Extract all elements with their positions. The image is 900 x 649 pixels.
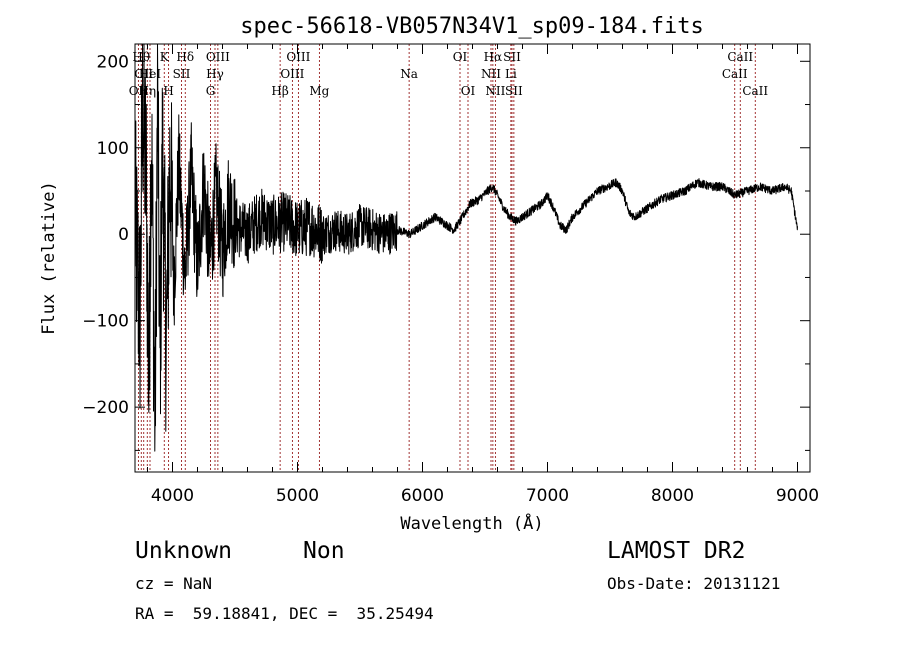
survey-name: LAMOST DR2 (607, 538, 746, 564)
x-axis-ticks: 4000 5000 6000 7000 8000 9000 (147, 44, 819, 506)
coordinates: RA = 59.18841, DEC = 35.25494 (135, 604, 434, 623)
x-tick-label: 8000 (651, 486, 694, 506)
y-axis-ticks: −200 −100 0 100 200 (82, 52, 810, 451)
chart-title: spec-56618-VB057N34V1_sp09-184.fits (240, 14, 704, 39)
spectral-line-label: SII (173, 67, 191, 81)
x-tick-label: 7000 (526, 486, 569, 506)
y-tick-label: 200 (97, 52, 129, 72)
spectral-line-label: CaII (727, 50, 753, 64)
spectral-line-labels: OIIHθCIIHηHeIKHSIIHδGHγOIIIHβOIIIOIIIMgN… (129, 50, 769, 98)
spectral-line-label: Hβ (271, 84, 288, 98)
spectral-line-label: Li (505, 67, 517, 81)
spectral-line-label: Hθ (132, 50, 150, 64)
redshift-cz: cz = NaN (135, 574, 213, 593)
spectral-line-label: OIII (286, 50, 310, 64)
spectral-line-markers (137, 44, 756, 472)
spectral-line-label: CaII (722, 67, 748, 81)
spectral-line-label: NII (485, 84, 505, 98)
spectral-line-label: SII (505, 84, 523, 98)
spectral-line-label: OI (453, 50, 468, 64)
y-tick-label: −200 (82, 398, 129, 418)
spectral-line-label: Hγ (206, 67, 224, 81)
x-tick-label: 6000 (401, 486, 444, 506)
spectral-line-label: Na (400, 67, 418, 81)
plot-frame (134, 43, 811, 473)
spectral-line-label: G (206, 84, 216, 98)
y-tick-label: −100 (82, 312, 129, 332)
object-subclass: Non (303, 538, 345, 564)
x-axis-label: Wavelength (Å) (400, 512, 543, 534)
observation-date: Obs-Date: 20131121 (607, 574, 781, 593)
y-tick-label: 0 (118, 225, 129, 245)
object-class: Unknown (135, 538, 232, 564)
spectral-line-label: CaII (742, 84, 768, 98)
x-tick-label: 9000 (776, 486, 819, 506)
spectral-line-label: Mg (309, 84, 329, 98)
spectral-line-label: Hα (484, 50, 503, 64)
spectral-line-label: OI (461, 84, 476, 98)
spectral-line-label: OIII (280, 67, 304, 81)
spectrum-line (134, 43, 798, 452)
y-tick-label: 100 (97, 139, 129, 159)
spectral-line-label: SII (503, 50, 521, 64)
spectral-line-label: K (160, 50, 170, 64)
x-tick-label: 5000 (276, 486, 319, 506)
spectral-line-label: OIII (206, 50, 230, 64)
spectral-line-label: Hδ (176, 50, 194, 64)
y-axis-label: Flux (relative) (39, 181, 59, 335)
spectral-line-label: NII (481, 67, 501, 81)
spectral-line-label: H (163, 84, 173, 98)
x-tick-label: 4000 (151, 486, 194, 506)
